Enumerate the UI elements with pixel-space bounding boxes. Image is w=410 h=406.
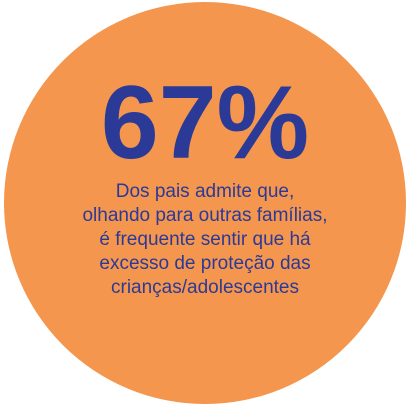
stat-value: 67% (101, 65, 309, 181)
caption-line: crianças/adolescentes (111, 277, 299, 298)
stat-circle (4, 2, 406, 404)
caption-line: é frequente sentir que há (99, 229, 311, 250)
caption-line: Dos pais admite que, (116, 181, 295, 202)
stat-caption: Dos pais admite que, olhando para outras … (82, 181, 327, 298)
caption-line: excesso de proteção das (99, 253, 310, 274)
caption-line: olhando para outras famílias, (82, 205, 327, 226)
